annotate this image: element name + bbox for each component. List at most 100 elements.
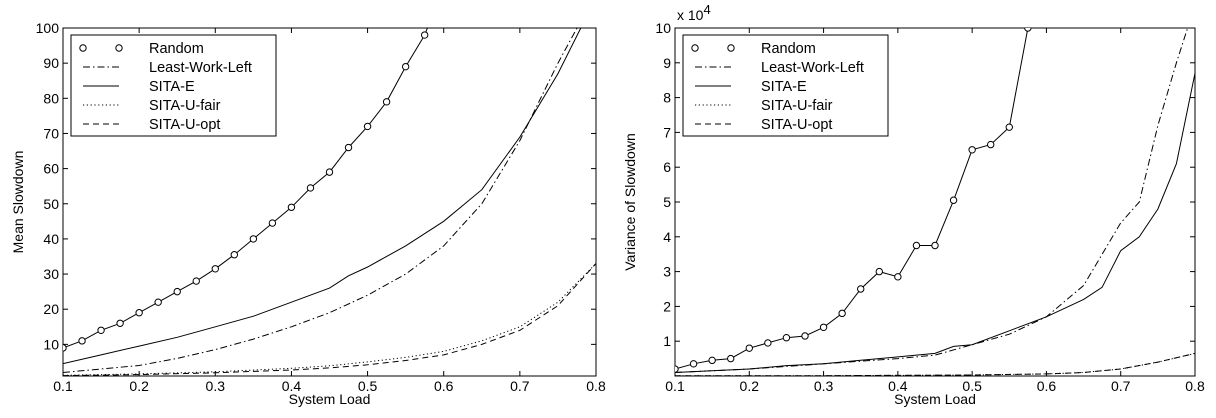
plot-1: 0.1 0.2 0.3 0.4 0.5 0.6 0.7 0.8 10 20 30 40 50 60 70 80… bbox=[10, 20, 606, 407]
data-point-marker bbox=[708, 356, 716, 365]
data-point-marker bbox=[894, 273, 902, 281]
y-tick-label: 4 bbox=[663, 229, 671, 245]
data-point-marker bbox=[135, 309, 143, 317]
x-tick-label: 0.7 bbox=[510, 378, 530, 394]
series-line-least-work-left bbox=[63, 28, 578, 373]
x-tick-label: 0.5 bbox=[358, 378, 378, 394]
data-point-marker bbox=[949, 196, 958, 204]
y-tick-label: 20 bbox=[43, 301, 59, 317]
y-tick-label: 9 bbox=[663, 55, 671, 71]
legend-entry-label: SITA-U-fair bbox=[761, 98, 833, 114]
series-line-sita-u-opt bbox=[675, 352, 1195, 376]
data-point-marker bbox=[116, 319, 124, 327]
x-tick-label: 0.8 bbox=[1185, 378, 1205, 394]
y-tick-label: 80 bbox=[43, 90, 59, 106]
x-tick-label: 0.1 bbox=[53, 378, 73, 394]
x-tick-label: 0.2 bbox=[129, 378, 149, 394]
axes-frame bbox=[62, 27, 597, 377]
data-point-marker bbox=[912, 241, 921, 250]
series-line-sita-e bbox=[63, 28, 582, 365]
x-tick-label: 0.2 bbox=[740, 378, 760, 394]
y-tick-label: 10 bbox=[43, 336, 59, 352]
data-point-marker bbox=[230, 251, 239, 259]
y-tick-label: 5 bbox=[663, 194, 671, 210]
data-point-marker bbox=[1005, 123, 1013, 131]
y-axis-label: Variance of Slowdown bbox=[622, 133, 638, 270]
data-point-marker bbox=[344, 143, 353, 152]
x-tick-label: 0.1 bbox=[665, 378, 685, 394]
y-tick-label: 100 bbox=[36, 20, 60, 36]
x-axis-label: System Load bbox=[894, 391, 976, 407]
data-point-marker bbox=[268, 219, 277, 227]
data-point-marker bbox=[689, 360, 698, 368]
data-point-marker bbox=[819, 323, 828, 331]
data-point-marker bbox=[325, 168, 334, 176]
y-tick-label: 6 bbox=[663, 159, 671, 175]
x-tick-label: 0.6 bbox=[434, 378, 454, 394]
data-point-marker bbox=[675, 365, 679, 373]
data-point-marker bbox=[838, 309, 846, 318]
y-tick-label: 8 bbox=[663, 90, 671, 106]
y-tick-label: 90 bbox=[43, 55, 59, 71]
legend-entry-label: SITA-U-opt bbox=[761, 117, 832, 133]
y-tick-label: 1 bbox=[663, 333, 671, 349]
x-tick-label: 0.4 bbox=[888, 378, 908, 394]
legend-entry-label: SITA-E bbox=[761, 79, 807, 95]
x-axis-label: System Load bbox=[289, 391, 371, 407]
legend-marker bbox=[727, 44, 735, 52]
data-point-marker bbox=[931, 241, 939, 250]
legend: Random Least-Work-Left SITA-E SITA-U-fair SI… bbox=[682, 34, 889, 137]
data-point-marker bbox=[764, 339, 772, 347]
data-point-marker bbox=[1024, 28, 1032, 32]
data-point-marker bbox=[420, 31, 429, 39]
y-tick-label: 2 bbox=[663, 298, 671, 314]
data-point-marker bbox=[154, 298, 162, 306]
data-point-marker bbox=[857, 285, 865, 293]
legend: Random Least-Work-Left SITA-E SITA-U-fair SI… bbox=[70, 34, 277, 137]
x-tick-label: 0.4 bbox=[282, 378, 302, 394]
y-tick-label: 50 bbox=[43, 196, 59, 212]
data-point-marker bbox=[968, 146, 976, 154]
series-line-sita-u-opt bbox=[63, 263, 596, 376]
legend-entry-label: SITA-E bbox=[149, 79, 195, 95]
y-exponent-power: 4 bbox=[703, 2, 710, 17]
legend-entry-label: Random bbox=[149, 41, 204, 57]
x-tick-label: 0.5 bbox=[962, 378, 982, 394]
y-tick-label: 30 bbox=[43, 266, 59, 282]
data-point-marker bbox=[173, 287, 181, 296]
data-point-marker bbox=[192, 277, 200, 285]
series-line-sita-e bbox=[675, 73, 1195, 373]
data-point-marker bbox=[78, 337, 86, 345]
data-point-marker bbox=[987, 140, 995, 149]
data-point-marker bbox=[727, 354, 735, 363]
x-tick-label: 0.3 bbox=[206, 378, 226, 394]
legend-marker bbox=[691, 44, 699, 52]
x-tick-label: 0.6 bbox=[1037, 378, 1057, 394]
x-tick-label: 0.8 bbox=[586, 378, 606, 394]
data-point-marker bbox=[211, 265, 219, 273]
series-line-sita-u-fair bbox=[63, 263, 596, 376]
legend-entry-label: Random bbox=[761, 41, 816, 57]
y-tick-label: 40 bbox=[43, 231, 59, 247]
series-line-sita-u-fair bbox=[675, 352, 1195, 376]
y-tick-label: 60 bbox=[43, 161, 59, 177]
y-exponent-label: x 104 bbox=[677, 2, 711, 23]
legend-entry-label: Least-Work-Left bbox=[149, 60, 252, 76]
y-tick-label: 3 bbox=[663, 264, 671, 280]
legend-entry-label: SITA-U-fair bbox=[149, 98, 221, 114]
data-point-marker bbox=[801, 332, 809, 340]
legend-entry-label: SITA-U-opt bbox=[149, 117, 220, 133]
data-point-marker bbox=[287, 203, 296, 211]
data-point-marker bbox=[363, 122, 372, 131]
y-tick-label: 7 bbox=[663, 124, 671, 140]
data-point-marker bbox=[782, 334, 791, 342]
legend-marker bbox=[79, 44, 87, 52]
data-point-marker bbox=[249, 235, 258, 243]
data-point-marker bbox=[382, 98, 391, 106]
data-point-marker bbox=[745, 344, 753, 352]
data-point-marker bbox=[875, 267, 883, 276]
data-point-marker bbox=[306, 184, 315, 192]
x-tick-label: 0.3 bbox=[814, 378, 834, 394]
